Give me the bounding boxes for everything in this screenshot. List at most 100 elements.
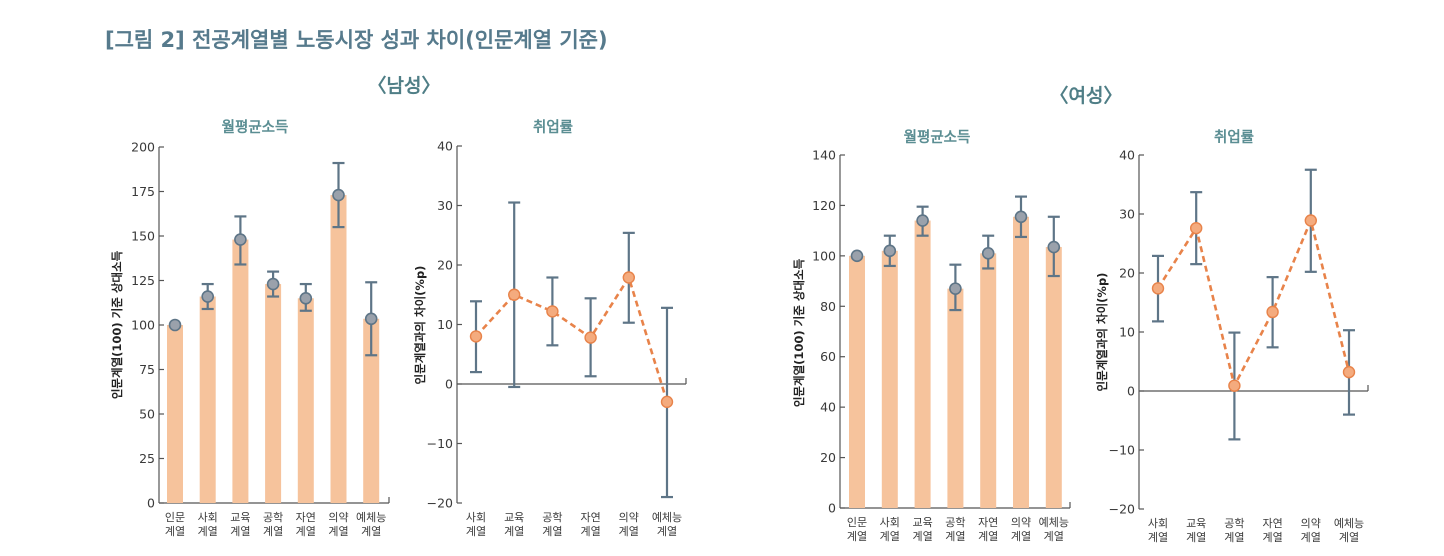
x-tick-label: 사회 계열 xyxy=(880,516,900,543)
data-point xyxy=(1228,379,1241,392)
x-tick-label: 자연 계열 xyxy=(296,511,316,538)
x-tick-label: 의약 계열 xyxy=(1011,515,1031,543)
x-tick-label-line: 공학 xyxy=(542,511,562,524)
x-tick-label: 교육 계열 xyxy=(504,511,524,538)
x-tick-label-line: 예체능 xyxy=(1039,516,1069,529)
data-point xyxy=(469,330,483,343)
y-tick-label: 120 xyxy=(812,198,836,213)
x-tick-label-line: 계열 xyxy=(504,525,524,538)
data-point xyxy=(299,291,313,305)
data-point xyxy=(1047,240,1061,254)
section-title-female: 〈여성〉 xyxy=(1050,84,1123,107)
y-tick-label: −20 xyxy=(1109,502,1135,517)
x-tick-label-line: 의약 xyxy=(1011,515,1031,529)
data-point xyxy=(546,305,559,318)
data-point xyxy=(332,188,345,202)
data-point xyxy=(266,277,280,291)
bar xyxy=(199,296,216,503)
x-tick-label-line: 계열 xyxy=(198,525,218,538)
y-tick-label: 30 xyxy=(1119,207,1135,222)
y-tick-label: 100 xyxy=(131,318,155,333)
x-tick-label-line: 계열 xyxy=(880,530,900,543)
bar xyxy=(849,255,865,508)
x-tick-label-line: 계열 xyxy=(328,525,348,538)
x-tick-label: 의약 계열 xyxy=(328,510,348,538)
y-tick-label: 150 xyxy=(131,229,155,244)
y-tick-label: 0 xyxy=(147,496,155,511)
y-tick-label: 200 xyxy=(131,140,155,155)
x-tick-label: 예체능 계열 xyxy=(1334,517,1364,544)
y-tick-label: 50 xyxy=(139,407,155,422)
bar xyxy=(330,195,347,503)
x-tick-label-line: 교육 xyxy=(912,516,932,529)
data-point xyxy=(508,288,521,301)
x-tick-label-line: 인문 xyxy=(847,516,867,529)
x-tick-label: 공학 계열 xyxy=(263,511,283,538)
bar xyxy=(167,325,183,503)
x-tick-label: 예체능 계열 xyxy=(1039,516,1069,543)
y-tick-label: 10 xyxy=(1119,325,1135,340)
x-tick-label-line: 사회 xyxy=(1148,517,1168,530)
y-tick-label: 80 xyxy=(820,299,836,314)
y-axis-label: 인문계열(100) 기준 상대소득 xyxy=(792,258,806,407)
x-tick-label: 예체능 계열 xyxy=(356,511,386,538)
x-tick-label-line: 교육 xyxy=(504,511,524,524)
x-tick-label: 공학 계열 xyxy=(945,516,965,543)
y-tick-label: 75 xyxy=(139,362,155,377)
bar xyxy=(297,298,314,503)
x-tick-label-line: 예체능 xyxy=(356,511,386,524)
y-axis-label: 인문계열과의 차이(%p) xyxy=(1095,273,1109,392)
data-point xyxy=(660,395,674,409)
y-tick-label: 0 xyxy=(445,377,453,392)
x-tick-label-line: 인문 xyxy=(165,511,185,524)
y-tick-label: 175 xyxy=(131,184,155,199)
x-tick-label-line: 계열 xyxy=(1011,530,1031,543)
x-tick-label-line: 예체능 xyxy=(652,511,682,524)
x-tick-label: 예체능 계열 xyxy=(652,511,682,538)
x-tick-label-line: 의약 xyxy=(619,510,639,524)
x-tick-label: 자연 계열 xyxy=(1262,517,1282,544)
x-tick-label-line: 계열 xyxy=(165,525,185,538)
x-tick-label-line: 계열 xyxy=(1224,531,1244,544)
x-tick-label: 공학 계열 xyxy=(542,511,562,538)
x-tick-label-line: 계열 xyxy=(1262,531,1282,544)
bar xyxy=(980,253,997,508)
x-tick-label: 교육 계열 xyxy=(230,511,250,538)
y-tick-label: 20 xyxy=(437,258,453,273)
x-tick-label-line: 자연 xyxy=(978,516,998,529)
x-tick-label: 교육 계열 xyxy=(1186,517,1206,544)
x-tick-label-line: 계열 xyxy=(1339,531,1359,544)
x-tick-label: 공학 계열 xyxy=(1224,517,1244,544)
x-tick-label-line: 계열 xyxy=(230,525,250,538)
y-tick-label: 100 xyxy=(812,248,836,263)
y-tick-label: 30 xyxy=(437,198,453,213)
x-tick-label: 자연 계열 xyxy=(580,511,600,538)
data-point xyxy=(949,282,962,295)
data-point xyxy=(622,271,635,284)
x-tick-label-line: 계열 xyxy=(1148,531,1168,544)
x-tick-label: 인문 계열 xyxy=(165,511,185,538)
data-point xyxy=(1014,210,1028,224)
chart-title: 월평균소득 xyxy=(904,128,971,146)
y-tick-label: 40 xyxy=(820,400,836,415)
x-tick-label: 사회 계열 xyxy=(1148,517,1168,544)
x-tick-label-line: 계열 xyxy=(542,525,562,538)
x-tick-label-line: 교육 xyxy=(230,511,250,524)
data-point xyxy=(1189,221,1203,235)
x-tick-label-line: 자연 xyxy=(580,511,600,524)
bar xyxy=(881,250,898,509)
x-tick-label: 인문 계열 xyxy=(847,516,867,543)
bar xyxy=(232,239,249,503)
y-tick-label: 0 xyxy=(828,501,836,516)
data-point xyxy=(981,247,995,260)
series-line xyxy=(475,274,669,403)
data-point xyxy=(201,290,214,303)
x-tick-label-line: 계열 xyxy=(361,525,381,538)
x-tick-label-line: 계열 xyxy=(912,530,932,543)
x-tick-label-line: 계열 xyxy=(978,530,998,543)
bar xyxy=(1045,247,1062,508)
x-tick-label-line: 사회 xyxy=(880,516,900,529)
x-tick-label-line: 계열 xyxy=(1044,530,1064,543)
